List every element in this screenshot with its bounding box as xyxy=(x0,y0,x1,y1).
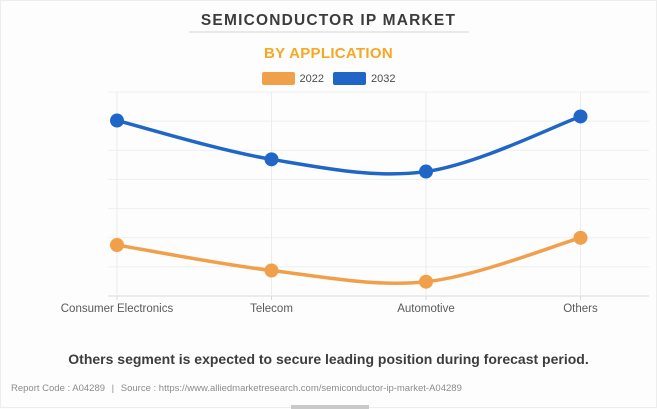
series-line-2032 xyxy=(115,114,583,176)
data-point-2022[interactable] xyxy=(264,263,279,278)
x-axis-label: Others xyxy=(563,303,598,315)
data-point-2032[interactable] xyxy=(110,113,124,128)
title-divider xyxy=(188,31,469,33)
legend-label-2022: 2022 xyxy=(299,72,324,85)
x-axis-label: Consumer Electronics xyxy=(61,303,174,315)
bottom-handle xyxy=(291,405,369,409)
report-source-line: Report Code : A04289 | Source : https://… xyxy=(11,383,466,394)
chart-legend: 2022 2032 xyxy=(1,72,656,85)
series-line-2022 xyxy=(115,236,583,285)
source-url: Source : https://www.alliedmarketresearc… xyxy=(120,383,462,394)
data-point-2032[interactable] xyxy=(419,164,433,179)
data-point-2022[interactable] xyxy=(419,274,433,289)
report-code: Report Code : A04289 xyxy=(11,383,106,394)
x-axis-label: Automotive xyxy=(397,303,455,315)
page-title: SEMICONDUCTOR IP MARKET xyxy=(200,12,457,29)
footer-headline: Others segment is expected to secure lea… xyxy=(68,351,589,367)
legend-swatch-2032-icon xyxy=(333,72,366,85)
chart-subtitle: BY APPLICATION xyxy=(264,45,393,62)
report-separator: | xyxy=(111,383,115,394)
legend-label-2032: 2032 xyxy=(371,72,396,85)
x-axis-label: Telecom xyxy=(250,303,293,315)
data-point-2022[interactable] xyxy=(110,238,124,252)
legend-item-2032[interactable]: 2032 xyxy=(333,72,395,85)
data-point-2022[interactable] xyxy=(573,230,588,245)
data-point-2032[interactable] xyxy=(573,109,588,124)
legend-swatch-2022-icon xyxy=(261,72,295,85)
legend-item-2022[interactable]: 2022 xyxy=(261,72,324,85)
data-point-2032[interactable] xyxy=(264,152,279,167)
